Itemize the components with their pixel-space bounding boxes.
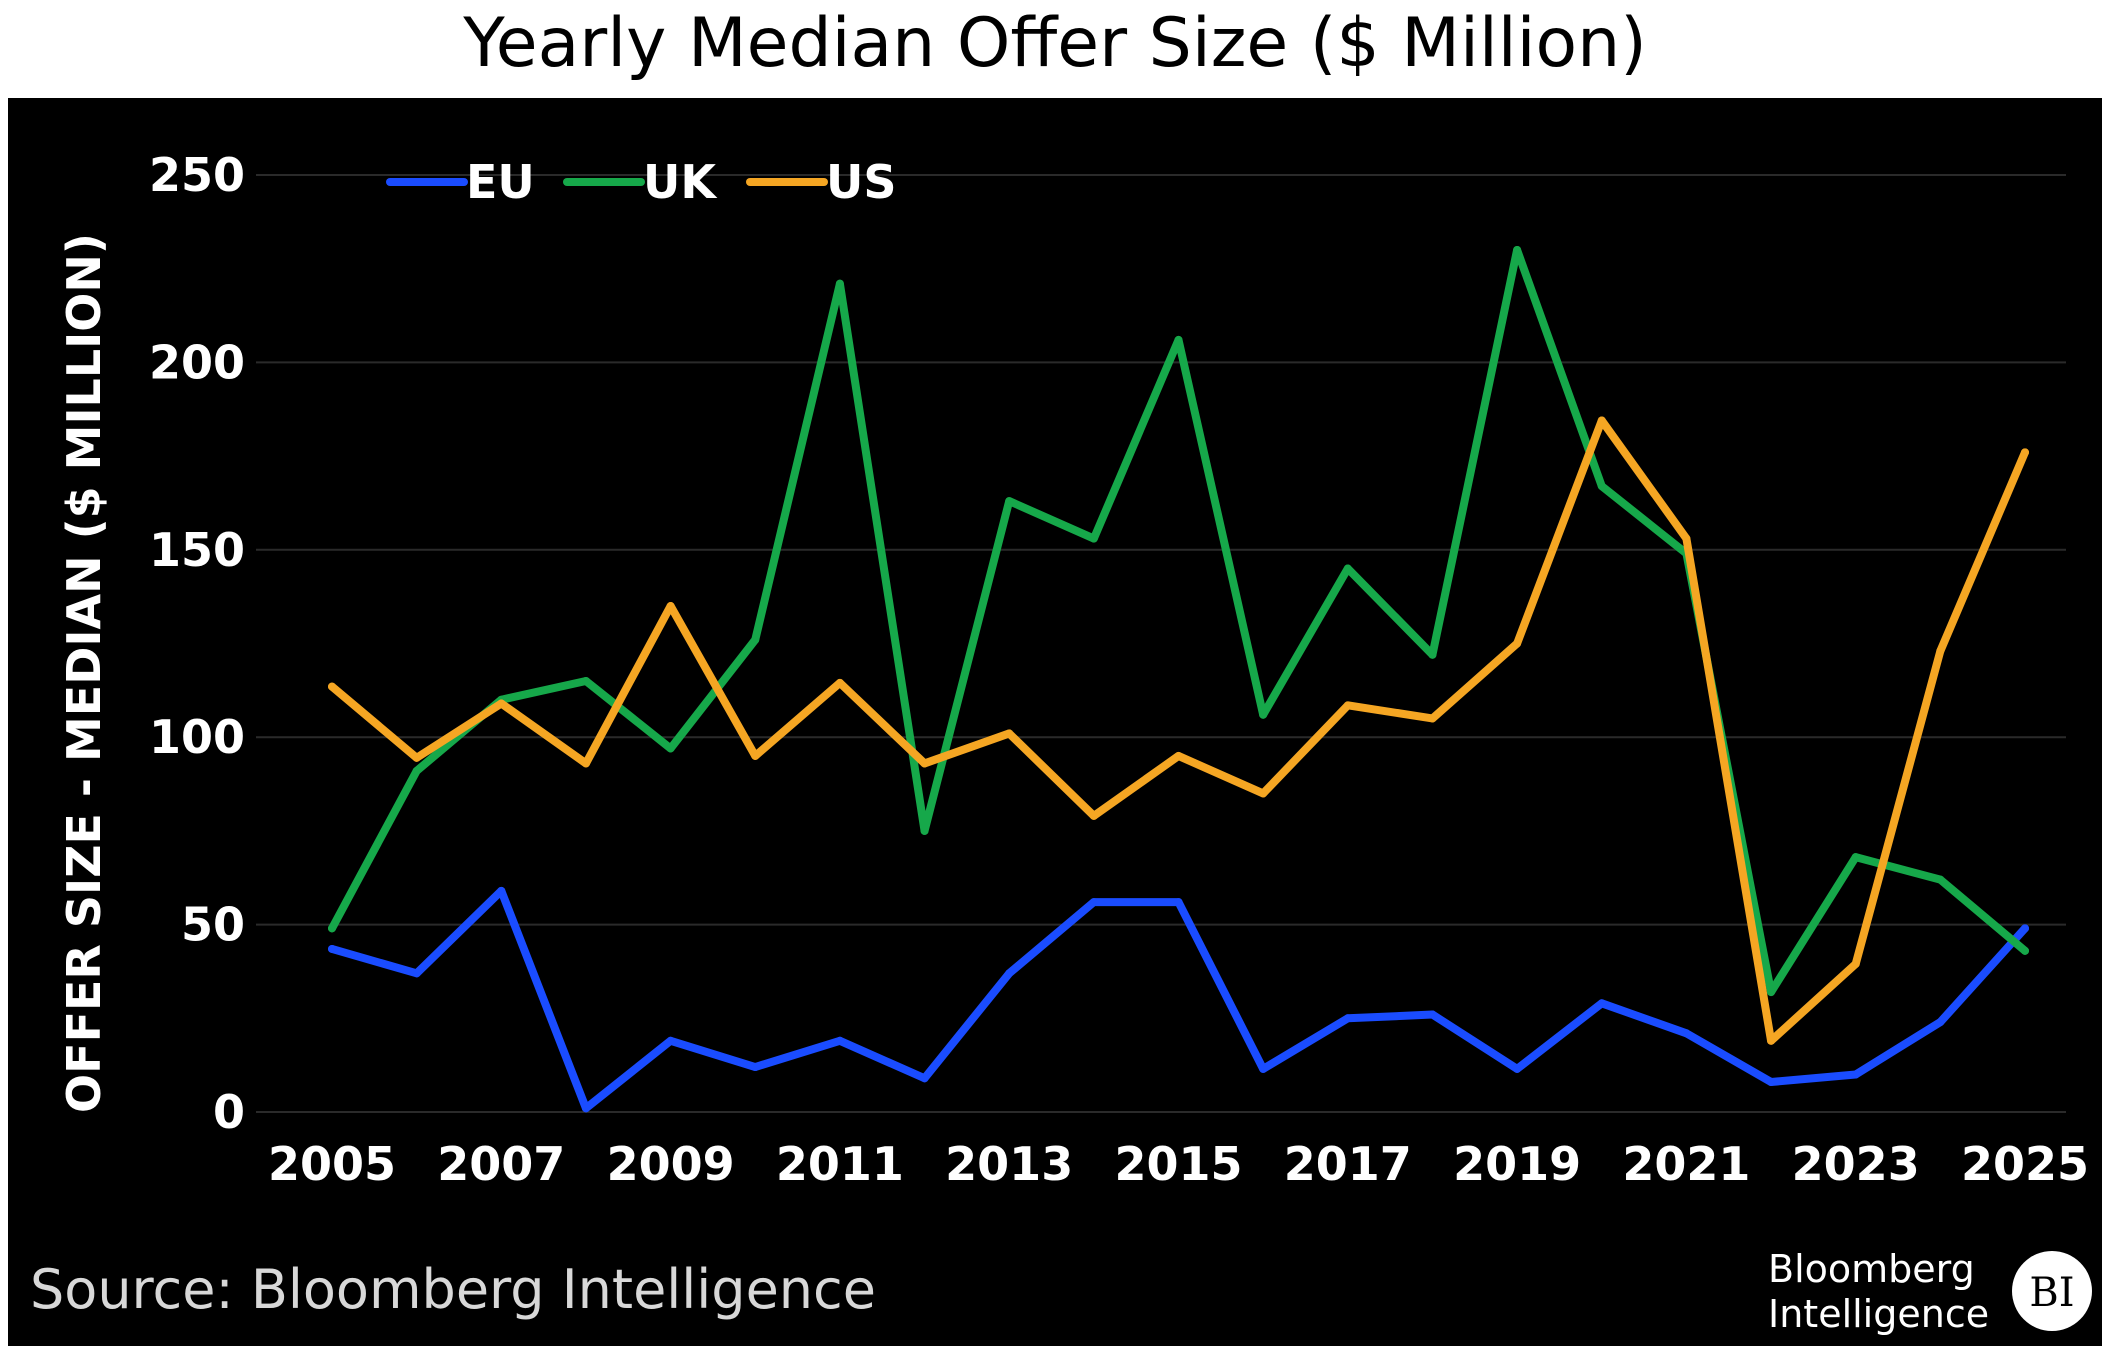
data-point-eu: [1597, 999, 1606, 1008]
data-point-eu: [328, 944, 336, 953]
data-point-eu: [1174, 898, 1183, 907]
y-tick-label: 200: [149, 335, 245, 389]
data-point-uk: [835, 279, 844, 288]
y-tick-label: 0: [213, 1085, 245, 1139]
data-point-eu: [920, 1074, 929, 1083]
series-line-uk: [328, 245, 2029, 997]
data-point-eu: [1005, 969, 1014, 978]
data-point-us: [1005, 729, 1014, 738]
data-point-eu: [2021, 924, 2029, 933]
logo-badge-circle: [2012, 1251, 2092, 1331]
data-point-eu: [1513, 1064, 1522, 1073]
data-point-us: [1428, 714, 1437, 723]
x-tick-label: 2007: [437, 1137, 565, 1191]
logo-badge-text: BI: [2029, 1270, 2074, 1316]
data-point-us: [581, 759, 590, 768]
legend-label-uk: UK: [643, 155, 718, 209]
data-point-uk: [412, 766, 421, 775]
data-point-uk: [328, 924, 336, 933]
x-tick-label: 2005: [268, 1137, 396, 1191]
data-point-uk: [1089, 534, 1098, 543]
data-point-uk: [581, 676, 590, 685]
data-point-us: [1936, 646, 1945, 655]
bloomberg-intelligence-logo: Bloomberg Intelligence BI: [1768, 1247, 2092, 1336]
chart-title: Yearly Median Offer Size ($ Million): [463, 4, 1647, 83]
y-tick-label: 250: [149, 148, 245, 202]
series-line-us: [328, 416, 2029, 1045]
data-point-eu: [412, 969, 421, 978]
data-point-eu: [666, 1036, 675, 1045]
data-point-uk: [1513, 245, 1522, 254]
x-tick-label: 2017: [1284, 1137, 1412, 1191]
data-point-us: [920, 759, 929, 768]
chart-panel: [8, 98, 2102, 1346]
data-point-eu: [1767, 1078, 1776, 1087]
data-point-us: [1343, 701, 1352, 710]
data-point-uk: [1597, 482, 1606, 491]
data-point-us: [1682, 534, 1691, 543]
data-point-uk: [1343, 564, 1352, 573]
logo-line-1: Bloomberg: [1768, 1247, 1975, 1291]
x-tick-label: 2025: [1961, 1137, 2089, 1191]
data-point-us: [2021, 448, 2029, 457]
data-point-eu: [1089, 898, 1098, 907]
data-point-us: [1597, 416, 1606, 425]
data-point-us: [328, 682, 336, 691]
x-tick-label: 2023: [1792, 1137, 1920, 1191]
data-point-us: [666, 602, 675, 611]
data-point-uk: [1936, 875, 1945, 884]
data-point-eu: [581, 1104, 590, 1113]
data-point-us: [1089, 811, 1098, 820]
data-point-uk: [666, 744, 675, 753]
data-point-us: [1851, 959, 1860, 968]
data-point-eu: [1343, 1014, 1352, 1023]
y-tick-label: 50: [181, 898, 245, 952]
data-point-uk: [1767, 988, 1776, 997]
data-point-uk: [1259, 710, 1268, 719]
data-point-eu: [1428, 1010, 1437, 1019]
data-point-eu: [1851, 1070, 1860, 1079]
y-tick-label: 100: [149, 710, 245, 764]
legend-label-us: US: [826, 155, 896, 209]
data-point-eu: [1259, 1064, 1268, 1073]
data-point-uk: [2021, 946, 2029, 955]
y-tick-label: 150: [149, 523, 245, 577]
x-tick-label: 2013: [945, 1137, 1073, 1191]
data-point-us: [835, 678, 844, 687]
data-point-uk: [751, 635, 760, 644]
data-point-uk: [1005, 497, 1014, 506]
legend-label-eu: EU: [466, 155, 535, 209]
data-point-us: [751, 751, 760, 760]
series-line-eu: [328, 886, 2029, 1113]
y-axis-label: OFFER SIZE - MEDIAN ($ MILLION): [57, 233, 111, 1113]
data-point-eu: [1936, 1018, 1945, 1027]
data-point-uk: [1428, 650, 1437, 659]
data-point-eu: [751, 1063, 760, 1072]
data-point-us: [497, 699, 506, 708]
data-point-eu: [1682, 1029, 1691, 1038]
data-point-us: [412, 753, 421, 762]
x-tick-label: 2009: [607, 1137, 735, 1191]
data-point-us: [1513, 639, 1522, 648]
x-tick-label: 2019: [1453, 1137, 1581, 1191]
data-point-uk: [1851, 853, 1860, 862]
x-tick-label: 2011: [776, 1137, 904, 1191]
data-point-eu: [497, 886, 506, 895]
x-tick-label: 2015: [1114, 1137, 1242, 1191]
data-point-eu: [835, 1036, 844, 1045]
data-point-us: [1259, 789, 1268, 798]
data-point-uk: [920, 826, 929, 835]
source-note: Source: Bloomberg Intelligence: [30, 1258, 876, 1321]
data-point-us: [1767, 1036, 1776, 1045]
data-point-uk: [1174, 335, 1183, 344]
logo-line-2: Intelligence: [1768, 1292, 1989, 1336]
x-tick-label: 2021: [1622, 1137, 1750, 1191]
data-point-us: [1174, 751, 1183, 760]
